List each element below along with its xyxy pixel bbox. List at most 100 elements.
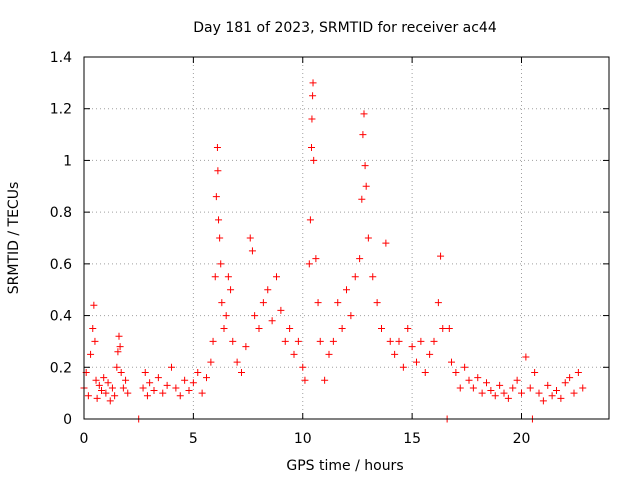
data-point — [483, 379, 490, 387]
data-point — [539, 397, 547, 405]
y-tick-label: 1 — [63, 153, 72, 169]
data-point — [452, 368, 460, 376]
data-point — [566, 374, 574, 382]
data-point — [351, 273, 359, 281]
data-point — [212, 193, 220, 201]
x-tick-label: 5 — [189, 431, 198, 447]
data-point — [461, 363, 469, 371]
data-point — [417, 337, 425, 345]
y-axis-label: SRMTID / TECUs — [6, 182, 22, 295]
data-point — [301, 376, 309, 384]
y-tick-label: 0.4 — [50, 309, 72, 325]
data-point — [227, 286, 235, 294]
data-point — [218, 299, 226, 307]
data-point — [504, 394, 512, 402]
data-point — [100, 374, 108, 382]
data-point — [294, 337, 302, 345]
data-point — [421, 368, 429, 376]
data-point — [246, 234, 254, 242]
data-point — [321, 376, 329, 384]
data-points — [80, 79, 587, 423]
data-point — [113, 363, 121, 371]
data-point — [189, 379, 197, 387]
data-point — [203, 374, 210, 382]
data-point — [404, 325, 412, 332]
data-point — [548, 392, 556, 400]
data-point — [146, 379, 154, 387]
data-point — [561, 379, 569, 387]
data-point — [215, 216, 223, 224]
y-tick-label: 0.2 — [50, 360, 72, 376]
data-point — [299, 363, 307, 371]
data-point — [356, 255, 364, 263]
data-point — [535, 389, 543, 397]
x-tick-label: 10 — [294, 431, 312, 447]
data-point — [242, 343, 250, 351]
data-point — [124, 389, 132, 397]
data-point — [360, 110, 368, 118]
data-point — [224, 273, 232, 281]
data-point — [395, 337, 403, 345]
data-point — [102, 389, 110, 397]
plot-frame — [83, 56, 610, 420]
data-point — [338, 325, 346, 332]
data-point — [347, 312, 355, 320]
data-point — [399, 363, 407, 371]
data-point — [87, 350, 95, 358]
data-point — [478, 389, 486, 397]
data-point — [116, 343, 124, 351]
y-tick-labels: 0 0.2 0.4 0.6 0.8 1 1.2 1.4 — [50, 50, 72, 428]
data-point — [496, 381, 504, 389]
data-point — [334, 299, 342, 307]
data-point — [526, 384, 534, 392]
data-point — [251, 312, 259, 320]
data-point — [117, 368, 125, 376]
data-point — [198, 389, 206, 397]
data-point — [233, 358, 241, 366]
data-point — [325, 350, 333, 358]
data-point — [557, 394, 565, 402]
data-point — [553, 387, 560, 395]
data-point — [544, 381, 552, 389]
data-point — [216, 234, 224, 242]
data-point — [119, 384, 127, 392]
data-point — [362, 182, 370, 190]
data-point — [194, 368, 202, 376]
data-point — [306, 216, 314, 224]
data-point — [273, 273, 280, 281]
data-point — [500, 389, 508, 397]
data-point — [391, 350, 399, 358]
data-point — [115, 332, 123, 340]
data-point — [574, 368, 582, 376]
data-point — [434, 299, 442, 307]
data-point — [378, 325, 385, 332]
data-point — [309, 79, 317, 87]
data-point — [309, 92, 317, 100]
data-point — [222, 312, 230, 320]
data-point — [238, 368, 245, 376]
data-point — [310, 156, 318, 164]
data-point — [358, 195, 366, 203]
data-point — [264, 286, 272, 294]
y-tick-label: 0.8 — [50, 205, 72, 221]
data-point — [159, 389, 167, 397]
data-point — [469, 384, 477, 392]
data-point — [209, 337, 217, 345]
data-point — [413, 358, 420, 366]
data-point — [456, 384, 464, 392]
data-point — [185, 387, 193, 395]
data-point — [277, 306, 285, 314]
data-point — [364, 234, 372, 242]
data-point — [150, 387, 158, 395]
y-tick-label: 0 — [63, 412, 72, 428]
data-point — [92, 376, 100, 384]
data-point — [531, 368, 539, 376]
data-point — [141, 368, 149, 376]
x-tick-labels: 0 5 10 15 20 — [80, 431, 531, 447]
data-point — [474, 374, 482, 382]
data-point — [359, 131, 367, 139]
data-point — [509, 384, 517, 392]
data-point — [93, 394, 101, 402]
data-point — [91, 337, 99, 345]
